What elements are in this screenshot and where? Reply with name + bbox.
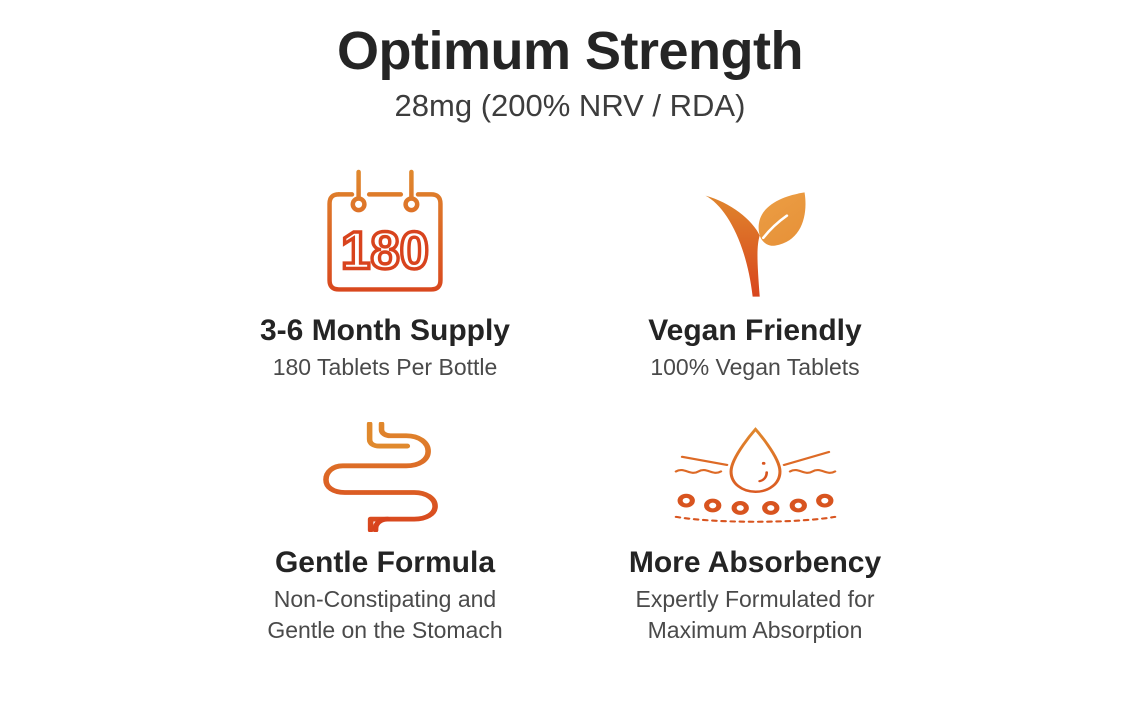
svg-text:180: 180: [341, 221, 429, 280]
